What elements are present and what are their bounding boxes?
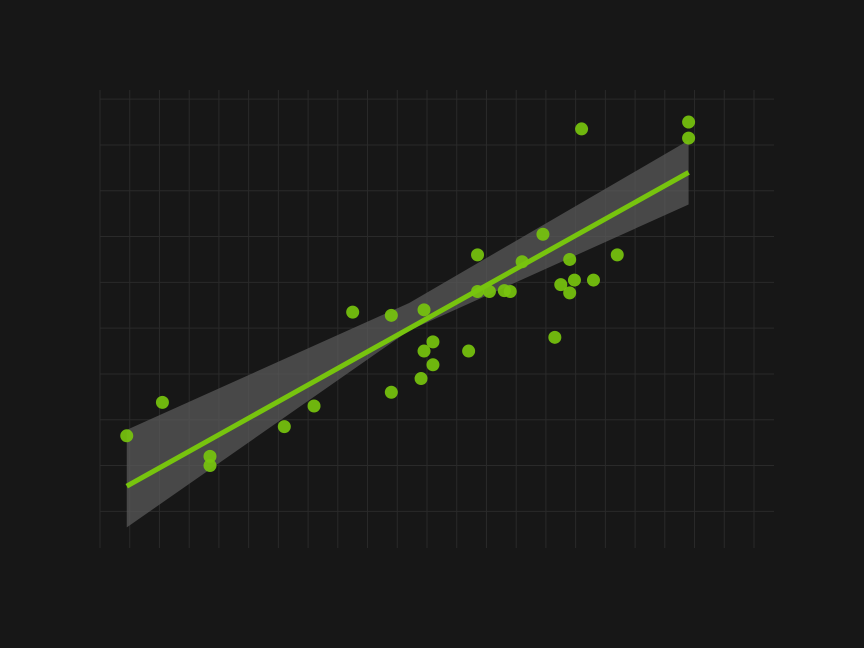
data-point bbox=[426, 358, 440, 372]
data-point bbox=[563, 252, 577, 266]
data-point bbox=[548, 330, 562, 344]
data-point bbox=[682, 115, 696, 129]
data-points bbox=[120, 115, 696, 473]
data-point bbox=[536, 227, 550, 241]
data-point bbox=[384, 308, 398, 322]
data-point bbox=[417, 344, 431, 358]
data-point bbox=[417, 303, 431, 317]
data-point bbox=[384, 385, 398, 399]
data-point bbox=[277, 420, 291, 434]
data-point bbox=[471, 248, 485, 262]
data-point bbox=[575, 122, 589, 136]
data-point bbox=[346, 305, 360, 319]
regression-line bbox=[125, 170, 690, 489]
data-point bbox=[203, 459, 217, 473]
data-point bbox=[462, 344, 476, 358]
data-point bbox=[414, 372, 428, 386]
data-point bbox=[563, 286, 577, 300]
data-point bbox=[426, 335, 440, 349]
data-point bbox=[610, 248, 624, 262]
data-point bbox=[503, 285, 517, 299]
data-point bbox=[482, 285, 496, 299]
data-point bbox=[586, 273, 600, 287]
fit-line bbox=[125, 170, 690, 489]
data-point bbox=[567, 273, 581, 287]
data-point bbox=[155, 395, 169, 409]
data-point bbox=[682, 131, 696, 145]
data-point bbox=[307, 399, 321, 413]
data-point bbox=[203, 449, 217, 463]
data-point bbox=[554, 278, 568, 292]
data-point bbox=[515, 255, 529, 269]
data-point bbox=[471, 285, 485, 299]
data-point bbox=[120, 429, 134, 443]
